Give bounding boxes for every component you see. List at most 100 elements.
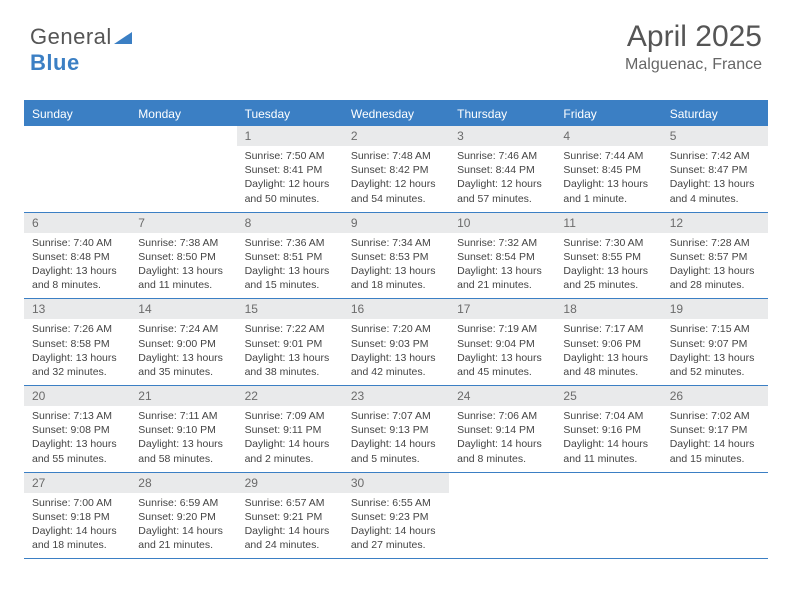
calendar-cell: 20Sunrise: 7:13 AMSunset: 9:08 PMDayligh… bbox=[24, 386, 130, 472]
title-block: April 2025 Malguenac, France bbox=[625, 20, 762, 74]
day-number: 10 bbox=[449, 213, 555, 233]
sunset-text: Sunset: 9:20 PM bbox=[138, 510, 228, 524]
sunrise-text: Sunrise: 7:32 AM bbox=[457, 236, 547, 250]
sunset-text: Sunset: 9:07 PM bbox=[670, 337, 760, 351]
weekday-header: Thursday bbox=[449, 102, 555, 126]
day-body: Sunrise: 7:02 AMSunset: 9:17 PMDaylight:… bbox=[662, 406, 768, 472]
day-body: Sunrise: 7:19 AMSunset: 9:04 PMDaylight:… bbox=[449, 319, 555, 385]
sunrise-text: Sunrise: 7:06 AM bbox=[457, 409, 547, 423]
sunset-text: Sunset: 9:23 PM bbox=[351, 510, 441, 524]
calendar-cell bbox=[449, 473, 555, 559]
day-number: 7 bbox=[130, 213, 236, 233]
sunset-text: Sunset: 9:04 PM bbox=[457, 337, 547, 351]
day-number: 17 bbox=[449, 299, 555, 319]
day-number: 2 bbox=[343, 126, 449, 146]
day-body: Sunrise: 7:00 AMSunset: 9:18 PMDaylight:… bbox=[24, 493, 130, 559]
day-body: Sunrise: 6:59 AMSunset: 9:20 PMDaylight:… bbox=[130, 493, 236, 559]
daylight-text: Daylight: 13 hours and 8 minutes. bbox=[32, 264, 122, 292]
sunrise-text: Sunrise: 7:07 AM bbox=[351, 409, 441, 423]
weekday-header: Sunday bbox=[24, 102, 130, 126]
sunset-text: Sunset: 8:50 PM bbox=[138, 250, 228, 264]
daylight-text: Daylight: 13 hours and 45 minutes. bbox=[457, 351, 547, 379]
day-number: 12 bbox=[662, 213, 768, 233]
brand-triangle-icon bbox=[114, 32, 132, 46]
sunrise-text: Sunrise: 7:50 AM bbox=[245, 149, 335, 163]
daylight-text: Daylight: 13 hours and 42 minutes. bbox=[351, 351, 441, 379]
day-body: Sunrise: 7:28 AMSunset: 8:57 PMDaylight:… bbox=[662, 233, 768, 299]
sunset-text: Sunset: 8:57 PM bbox=[670, 250, 760, 264]
calendar-row: 20Sunrise: 7:13 AMSunset: 9:08 PMDayligh… bbox=[24, 386, 768, 472]
sunrise-text: Sunrise: 7:13 AM bbox=[32, 409, 122, 423]
day-number bbox=[24, 126, 130, 145]
calendar-cell: 28Sunrise: 6:59 AMSunset: 9:20 PMDayligh… bbox=[130, 473, 236, 559]
day-body: Sunrise: 6:57 AMSunset: 9:21 PMDaylight:… bbox=[237, 493, 343, 559]
sunrise-text: Sunrise: 6:59 AM bbox=[138, 496, 228, 510]
sunrise-text: Sunrise: 7:04 AM bbox=[563, 409, 653, 423]
calendar-cell: 2Sunrise: 7:48 AMSunset: 8:42 PMDaylight… bbox=[343, 126, 449, 212]
day-body: Sunrise: 7:07 AMSunset: 9:13 PMDaylight:… bbox=[343, 406, 449, 472]
sunset-text: Sunset: 8:53 PM bbox=[351, 250, 441, 264]
day-number: 25 bbox=[555, 386, 661, 406]
sunrise-text: Sunrise: 7:28 AM bbox=[670, 236, 760, 250]
weekday-header: Monday bbox=[130, 102, 236, 126]
day-body: Sunrise: 7:09 AMSunset: 9:11 PMDaylight:… bbox=[237, 406, 343, 472]
sunrise-text: Sunrise: 6:55 AM bbox=[351, 496, 441, 510]
day-number: 24 bbox=[449, 386, 555, 406]
daylight-text: Daylight: 13 hours and 48 minutes. bbox=[563, 351, 653, 379]
brand-logo: General Blue bbox=[30, 24, 132, 76]
calendar-row: 13Sunrise: 7:26 AMSunset: 8:58 PMDayligh… bbox=[24, 299, 768, 385]
sunset-text: Sunset: 9:06 PM bbox=[563, 337, 653, 351]
calendar-cell: 30Sunrise: 6:55 AMSunset: 9:23 PMDayligh… bbox=[343, 473, 449, 559]
calendar-cell: 22Sunrise: 7:09 AMSunset: 9:11 PMDayligh… bbox=[237, 386, 343, 472]
calendar-cell: 17Sunrise: 7:19 AMSunset: 9:04 PMDayligh… bbox=[449, 299, 555, 385]
daylight-text: Daylight: 13 hours and 32 minutes. bbox=[32, 351, 122, 379]
calendar-week: 6Sunrise: 7:40 AMSunset: 8:48 PMDaylight… bbox=[24, 213, 768, 300]
daylight-text: Daylight: 13 hours and 28 minutes. bbox=[670, 264, 760, 292]
day-body: Sunrise: 7:04 AMSunset: 9:16 PMDaylight:… bbox=[555, 406, 661, 472]
day-number: 19 bbox=[662, 299, 768, 319]
day-body bbox=[24, 145, 130, 201]
sunset-text: Sunset: 9:21 PM bbox=[245, 510, 335, 524]
sunrise-text: Sunrise: 7:24 AM bbox=[138, 322, 228, 336]
sunrise-text: Sunrise: 7:36 AM bbox=[245, 236, 335, 250]
day-body: Sunrise: 7:36 AMSunset: 8:51 PMDaylight:… bbox=[237, 233, 343, 299]
daylight-text: Daylight: 13 hours and 58 minutes. bbox=[138, 437, 228, 465]
sunrise-text: Sunrise: 7:20 AM bbox=[351, 322, 441, 336]
day-number: 5 bbox=[662, 126, 768, 146]
day-number: 8 bbox=[237, 213, 343, 233]
brand-part2: Blue bbox=[30, 50, 80, 75]
calendar-week: 1Sunrise: 7:50 AMSunset: 8:41 PMDaylight… bbox=[24, 126, 768, 213]
daylight-text: Daylight: 12 hours and 57 minutes. bbox=[457, 177, 547, 205]
day-body: Sunrise: 7:50 AMSunset: 8:41 PMDaylight:… bbox=[237, 146, 343, 212]
weekday-header: Tuesday bbox=[237, 102, 343, 126]
sunset-text: Sunset: 9:11 PM bbox=[245, 423, 335, 437]
day-body: Sunrise: 7:24 AMSunset: 9:00 PMDaylight:… bbox=[130, 319, 236, 385]
day-body: Sunrise: 7:38 AMSunset: 8:50 PMDaylight:… bbox=[130, 233, 236, 299]
sunrise-text: Sunrise: 7:02 AM bbox=[670, 409, 760, 423]
daylight-text: Daylight: 13 hours and 35 minutes. bbox=[138, 351, 228, 379]
calendar-cell: 5Sunrise: 7:42 AMSunset: 8:47 PMDaylight… bbox=[662, 126, 768, 212]
sunrise-text: Sunrise: 7:15 AM bbox=[670, 322, 760, 336]
day-body: Sunrise: 7:15 AMSunset: 9:07 PMDaylight:… bbox=[662, 319, 768, 385]
calendar-cell: 27Sunrise: 7:00 AMSunset: 9:18 PMDayligh… bbox=[24, 473, 130, 559]
daylight-text: Daylight: 13 hours and 1 minute. bbox=[563, 177, 653, 205]
day-number bbox=[449, 473, 555, 492]
sunrise-text: Sunrise: 7:30 AM bbox=[563, 236, 653, 250]
weekday-header-row: Sunday Monday Tuesday Wednesday Thursday… bbox=[24, 102, 768, 126]
calendar-cell: 14Sunrise: 7:24 AMSunset: 9:00 PMDayligh… bbox=[130, 299, 236, 385]
sunset-text: Sunset: 9:10 PM bbox=[138, 423, 228, 437]
day-body: Sunrise: 7:13 AMSunset: 9:08 PMDaylight:… bbox=[24, 406, 130, 472]
day-number: 21 bbox=[130, 386, 236, 406]
day-body: Sunrise: 7:42 AMSunset: 8:47 PMDaylight:… bbox=[662, 146, 768, 212]
day-number: 26 bbox=[662, 386, 768, 406]
daylight-text: Daylight: 12 hours and 54 minutes. bbox=[351, 177, 441, 205]
calendar-cell bbox=[24, 126, 130, 212]
day-body: Sunrise: 7:22 AMSunset: 9:01 PMDaylight:… bbox=[237, 319, 343, 385]
day-body: Sunrise: 7:11 AMSunset: 9:10 PMDaylight:… bbox=[130, 406, 236, 472]
calendar-grid: Sunday Monday Tuesday Wednesday Thursday… bbox=[24, 100, 768, 559]
sunrise-text: Sunrise: 7:22 AM bbox=[245, 322, 335, 336]
day-number bbox=[130, 126, 236, 145]
weekday-header: Friday bbox=[555, 102, 661, 126]
calendar-cell: 11Sunrise: 7:30 AMSunset: 8:55 PMDayligh… bbox=[555, 213, 661, 299]
day-body: Sunrise: 7:40 AMSunset: 8:48 PMDaylight:… bbox=[24, 233, 130, 299]
